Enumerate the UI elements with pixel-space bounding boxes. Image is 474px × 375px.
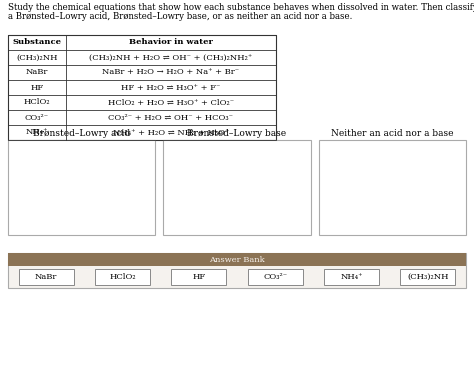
Text: NaBr + H₂O → H₂O + Na⁺ + Br⁻: NaBr + H₂O → H₂O + Na⁺ + Br⁻ xyxy=(102,69,239,76)
Text: HClO₂: HClO₂ xyxy=(24,99,50,106)
Text: NH₄⁺: NH₄⁺ xyxy=(26,129,48,136)
Bar xyxy=(8,35,276,140)
Text: (CH₃)₂NH: (CH₃)₂NH xyxy=(407,273,448,281)
Bar xyxy=(18,269,73,285)
Bar xyxy=(172,269,226,285)
Text: HF: HF xyxy=(192,273,205,281)
Text: Behavior in water: Behavior in water xyxy=(129,39,213,46)
Text: HClO₂: HClO₂ xyxy=(109,273,136,281)
Bar xyxy=(8,140,155,235)
Text: CO₃²⁻: CO₃²⁻ xyxy=(25,114,49,122)
Text: Answer Bank: Answer Bank xyxy=(209,255,265,264)
Text: CO₃²⁻: CO₃²⁻ xyxy=(263,273,287,281)
Text: HClO₂ + H₂O ⇌ H₃O⁺ + ClO₂⁻: HClO₂ + H₂O ⇌ H₃O⁺ + ClO₂⁻ xyxy=(108,99,234,106)
Text: NH₄⁺ + H₂O ⇌ NH₃ + H₃O⁺: NH₄⁺ + H₂O ⇌ NH₃ + H₃O⁺ xyxy=(113,129,229,136)
Text: Substance: Substance xyxy=(12,39,62,46)
Bar xyxy=(248,269,302,285)
Text: (CH₃)₂NH: (CH₃)₂NH xyxy=(16,54,58,62)
Text: NaBr: NaBr xyxy=(35,273,57,281)
Text: NH₄⁺: NH₄⁺ xyxy=(340,273,363,281)
Bar xyxy=(95,269,150,285)
Bar xyxy=(8,253,466,266)
Text: HF: HF xyxy=(30,84,44,92)
Bar xyxy=(164,140,310,235)
Bar xyxy=(319,140,466,235)
Bar xyxy=(324,269,379,285)
Text: CO₃²⁻ + H₂O ⇌ OH⁻ + HCO₃⁻: CO₃²⁻ + H₂O ⇌ OH⁻ + HCO₃⁻ xyxy=(109,114,234,122)
Text: Brønsted–Lowry base: Brønsted–Lowry base xyxy=(187,129,287,138)
Text: Study the chemical equations that show how each substance behaves when dissolved: Study the chemical equations that show h… xyxy=(8,3,474,12)
Text: HF + H₂O ⇌ H₃O⁺ + F⁻: HF + H₂O ⇌ H₃O⁺ + F⁻ xyxy=(121,84,221,92)
Text: (CH₃)₂NH + H₂O ⇌ OH⁻ + (CH₃)₂NH₂⁺: (CH₃)₂NH + H₂O ⇌ OH⁻ + (CH₃)₂NH₂⁺ xyxy=(90,54,253,62)
Text: NaBr: NaBr xyxy=(26,69,48,76)
Text: Brønsted–Lowry acid: Brønsted–Lowry acid xyxy=(33,129,130,138)
Text: a Brønsted–Lowry acid, Brønsted–Lowry base, or as neither an acid nor a base.: a Brønsted–Lowry acid, Brønsted–Lowry ba… xyxy=(8,12,352,21)
Bar xyxy=(8,253,466,288)
Bar xyxy=(401,269,456,285)
Text: Neither an acid nor a base: Neither an acid nor a base xyxy=(331,129,454,138)
